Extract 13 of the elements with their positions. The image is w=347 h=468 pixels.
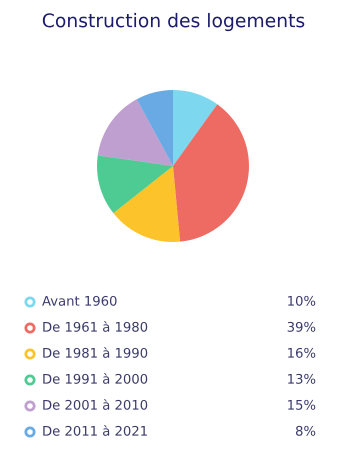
legend-label: Avant 1960 — [42, 296, 117, 306]
chart-title: Construction des logements — [42, 12, 304, 32]
legend-label: De 2001 à 2010 — [43, 399, 148, 410]
data-label: 39% — [288, 322, 316, 332]
data-label: 10% — [288, 296, 316, 306]
legend-label: De 2011 à 2021 — [43, 425, 147, 436]
data-label: 13% — [288, 374, 316, 384]
data-label: 16% — [288, 348, 316, 358]
legend-label: De 1991 à 2000 — [43, 373, 148, 384]
data-label: 8% — [296, 426, 316, 436]
legend-label: De 1961 à 1980 — [43, 321, 148, 332]
legend-label: De 1981 à 1990 — [43, 347, 148, 358]
data-label: 15% — [288, 400, 316, 410]
